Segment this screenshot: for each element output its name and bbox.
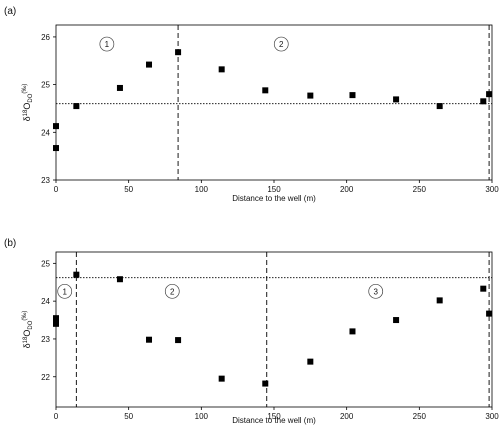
- zone-circle: [273, 36, 289, 52]
- data-point: [486, 310, 493, 317]
- y-tick-label: 25: [41, 81, 50, 90]
- x-tick-label: 0: [54, 412, 59, 421]
- y-tick-label: 25: [41, 259, 50, 268]
- y-tick-label: 24: [41, 297, 50, 306]
- panel-label: (b): [4, 238, 16, 249]
- data-point: [53, 320, 59, 327]
- zone-label: 2: [279, 40, 284, 49]
- x-tick-label: 250: [413, 185, 427, 194]
- data-point: [146, 336, 153, 343]
- x-tick-label: 100: [195, 412, 209, 421]
- x-tick-label: 200: [340, 185, 354, 194]
- zone-circle: [57, 283, 73, 299]
- y-tick-label: 22: [41, 373, 50, 382]
- x-tick-label: 300: [485, 185, 499, 194]
- zone-circle: [368, 283, 384, 299]
- zone-label: 3: [374, 287, 379, 296]
- plot-frame: [55, 24, 493, 181]
- data-point: [480, 98, 487, 105]
- zone-label: 1: [62, 287, 67, 296]
- x-tick-label: 0: [54, 185, 59, 194]
- data-point: [175, 337, 182, 344]
- data-point: [262, 380, 269, 387]
- zone-label: 1: [105, 40, 110, 49]
- data-point: [349, 328, 356, 335]
- data-point: [73, 271, 80, 278]
- zone-label: 2: [170, 287, 175, 296]
- plot-frame: [55, 251, 493, 408]
- zone-circle: [99, 36, 115, 52]
- x-tick-label: 250: [413, 412, 427, 421]
- data-point: [53, 315, 59, 322]
- data-point: [307, 92, 314, 99]
- x-tick-label: 150: [267, 185, 281, 194]
- x-tick-label: 150: [267, 412, 281, 421]
- chart-panel-1: (a) 0 50 100 150 200 250 300 23 24 25 26 Distance to…: [4, 6, 499, 203]
- data-point: [53, 145, 59, 152]
- data-point: [218, 66, 225, 73]
- y-tick-label: 23: [41, 335, 50, 344]
- x-axis-label: Distance to the well (m): [232, 416, 316, 425]
- data-point: [349, 92, 356, 99]
- data-point: [262, 87, 269, 94]
- data-point: [307, 358, 314, 365]
- data-point: [116, 84, 123, 91]
- data-point: [436, 297, 443, 304]
- data-point: [393, 317, 400, 324]
- x-tick-label: 50: [124, 412, 133, 421]
- data-point: [218, 375, 225, 382]
- zone-circle: [164, 283, 180, 299]
- panel-label: (a): [4, 6, 16, 17]
- data-point: [175, 49, 182, 56]
- data-point: [480, 285, 487, 292]
- x-tick-label: 100: [195, 185, 209, 194]
- y-tick-label: 26: [41, 33, 50, 42]
- y-tick-label: 24: [41, 128, 50, 137]
- y-tick-label: 23: [41, 176, 50, 185]
- data-point: [486, 91, 493, 98]
- data-point: [146, 61, 153, 68]
- y-axis-label: δ18ODO(‰): [22, 311, 34, 349]
- y-axis-label: δ18ODO(‰): [22, 84, 34, 122]
- x-tick-label: 300: [485, 412, 499, 421]
- data-point: [393, 96, 400, 103]
- data-point: [73, 103, 80, 110]
- data-point: [436, 103, 443, 110]
- data-point: [53, 123, 59, 130]
- x-tick-label: 50: [124, 185, 133, 194]
- data-point: [116, 276, 123, 283]
- x-axis-label: Distance to the well (m): [232, 194, 316, 203]
- x-tick-label: 200: [340, 412, 354, 421]
